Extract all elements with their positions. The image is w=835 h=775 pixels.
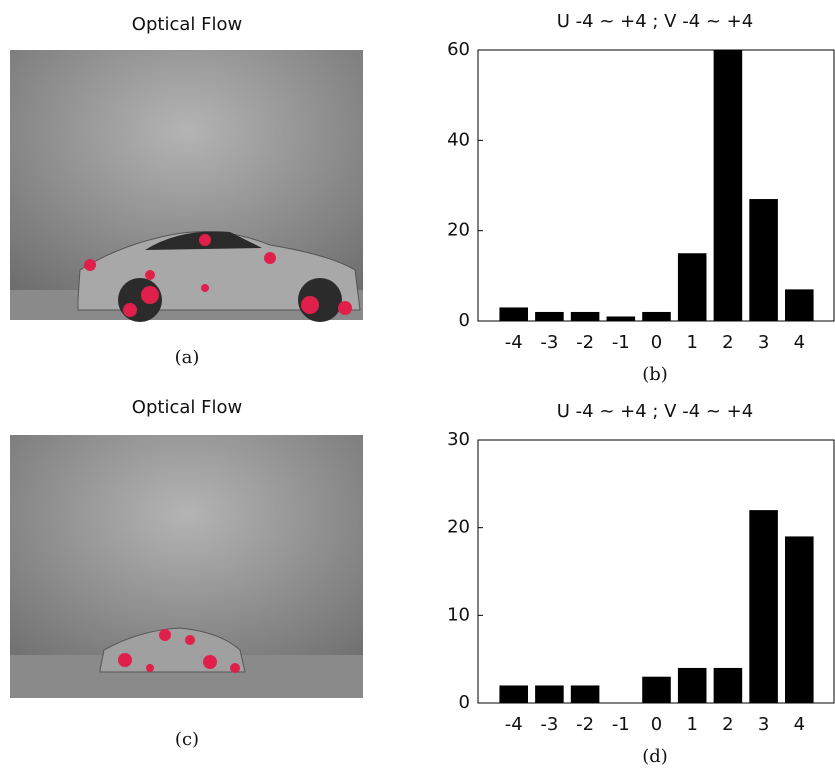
bar [499, 685, 528, 703]
x-tick-label: 2 [722, 332, 733, 353]
x-tick-label: 3 [758, 332, 769, 353]
y-tick-label: 30 [447, 429, 470, 450]
x-tick-label: -1 [612, 332, 630, 353]
image-title: Optical Flow [132, 397, 242, 418]
x-tick-label: 1 [686, 332, 697, 353]
bar [570, 685, 600, 703]
bar [535, 685, 564, 703]
y-tick-label: 10 [447, 604, 470, 625]
chart-caption: (b) [642, 364, 668, 385]
x-tick-label: -4 [505, 332, 523, 353]
photo [10, 435, 363, 698]
x-tick-label: 4 [794, 332, 805, 353]
bar [749, 199, 778, 321]
bar [677, 667, 707, 703]
x-tick-label: 0 [651, 332, 662, 353]
chart-title: U -4 ~ +4 ; V -4 ~ +4 [557, 11, 753, 32]
x-tick-label: -2 [576, 714, 594, 735]
plot-frame [477, 49, 835, 322]
bar [606, 316, 636, 321]
y-tick-label: 60 [447, 39, 470, 60]
image-caption: (c) [175, 729, 199, 750]
photo [10, 50, 363, 322]
image-caption: (a) [175, 347, 200, 368]
chart-caption: (d) [642, 746, 668, 767]
x-tick-label: 2 [722, 714, 733, 735]
bar [642, 676, 671, 703]
bar [713, 50, 743, 321]
x-tick-label: -1 [612, 714, 630, 735]
x-tick-label: 1 [686, 714, 697, 735]
bar [785, 536, 814, 703]
x-tick-label: -2 [576, 332, 594, 353]
x-tick-label: -3 [540, 332, 558, 353]
x-tick-label: -3 [540, 714, 558, 735]
y-tick-label: 20 [447, 220, 470, 241]
x-tick-label: 0 [651, 714, 662, 735]
chart-title: U -4 ~ +4 ; V -4 ~ +4 [557, 401, 753, 422]
bar [570, 311, 600, 321]
bar [713, 667, 743, 703]
bar [677, 253, 707, 321]
x-tick-label: 3 [758, 714, 769, 735]
x-tick-label: 4 [794, 714, 805, 735]
y-tick-label: 0 [459, 310, 470, 331]
bar [499, 307, 528, 321]
x-tick-label: -4 [505, 714, 523, 735]
bar [785, 289, 814, 321]
plot-frame [477, 439, 835, 704]
y-tick-label: 20 [447, 517, 470, 538]
image-title: Optical Flow [132, 14, 242, 35]
bar [749, 510, 778, 703]
bar [535, 311, 564, 321]
y-tick-label: 40 [447, 129, 470, 150]
bar [642, 311, 671, 321]
y-tick-label: 0 [459, 692, 470, 713]
